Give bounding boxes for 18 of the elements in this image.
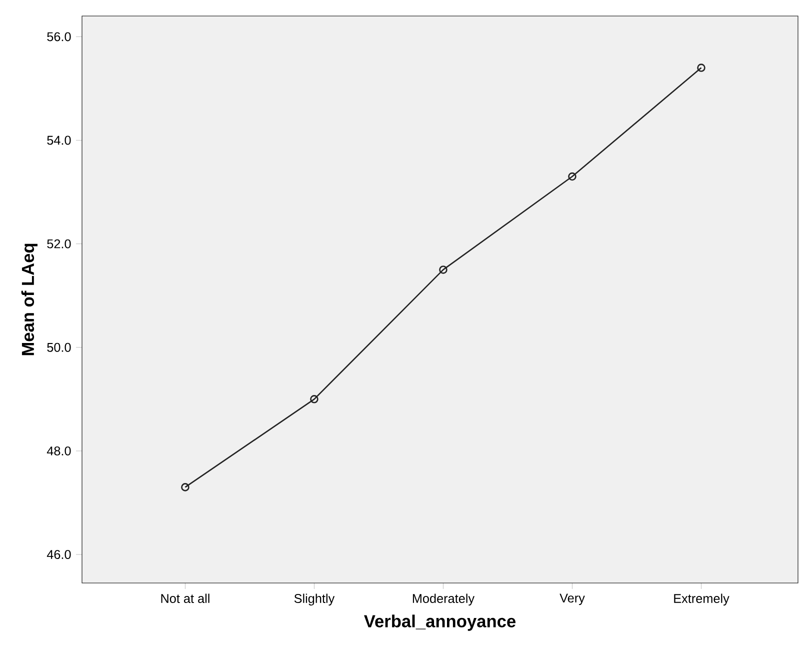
y-tick-label: 46.0 <box>46 550 71 559</box>
y-tick-label: 52.0 <box>47 239 71 248</box>
y-tick-label: 48.0 <box>46 446 71 456</box>
point <box>310 395 318 404</box>
y-tick-label: 56.0 <box>47 32 71 42</box>
x-axis-title: Verbal_annoyance <box>364 614 516 631</box>
y-axis-title: Mean of LAeq <box>21 244 38 356</box>
y-tick-label: 50.0 <box>47 342 71 352</box>
x-tick-label: Extremely <box>674 594 730 606</box>
x-tick-label: Very <box>560 594 585 606</box>
point <box>697 64 706 72</box>
x-tick-label: Slightly <box>294 594 335 606</box>
y-tick-label: 54.0 <box>47 136 71 145</box>
point <box>568 172 576 181</box>
x-tick-label: Not at all <box>161 594 210 603</box>
point <box>439 266 448 274</box>
point <box>181 483 190 492</box>
x-tick-label: Moderately <box>412 594 475 606</box>
